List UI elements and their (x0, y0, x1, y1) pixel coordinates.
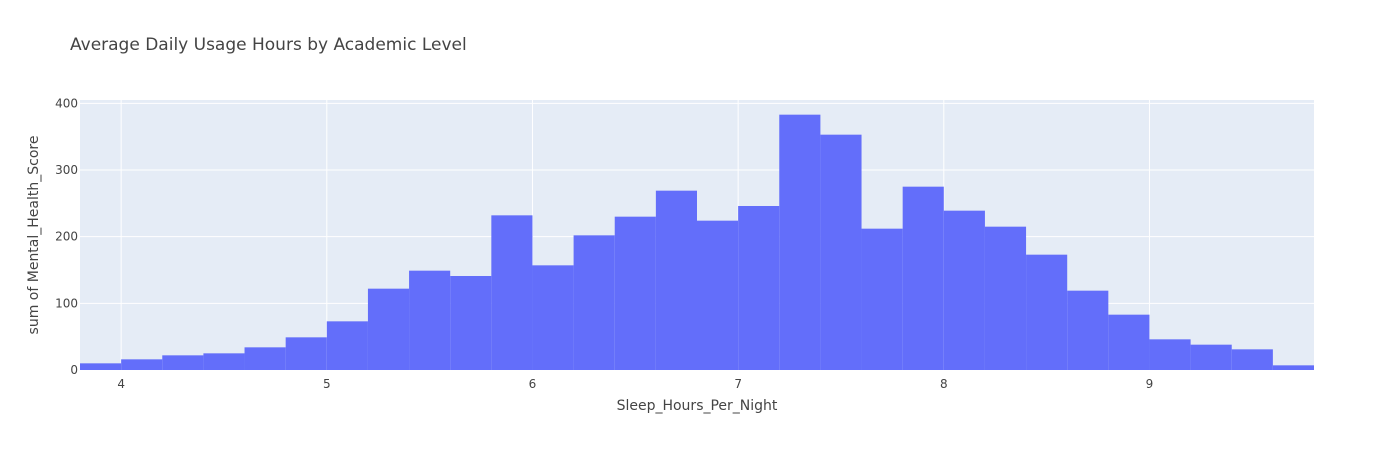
x-tick-label: 9 (1146, 377, 1154, 391)
histogram-bar (409, 270, 451, 370)
histogram-bar (697, 220, 739, 370)
histogram-bar (244, 347, 286, 370)
histogram-bar (1067, 290, 1109, 370)
histogram-bar (820, 134, 862, 370)
x-axis-ticks: 4 5 6 7 8 9 (117, 377, 1153, 391)
histogram-bar (861, 228, 903, 370)
chart-title: Average Daily Usage Hours by Academic Le… (70, 35, 467, 55)
histogram-bar (1231, 349, 1273, 370)
histogram-bar (738, 206, 780, 370)
histogram-bar (902, 186, 944, 370)
x-tick-label: 8 (940, 377, 948, 391)
y-tick-label: 400 (55, 96, 78, 110)
x-tick-label: 5 (323, 377, 331, 391)
histogram-bar (1026, 254, 1068, 370)
histogram-bar (121, 359, 163, 370)
histogram-bar (1272, 365, 1314, 370)
histogram-bar (1108, 314, 1150, 370)
histogram-bar (450, 276, 492, 370)
histogram-bar (943, 210, 985, 370)
histogram-bar (203, 353, 245, 370)
histogram-bar (614, 216, 656, 370)
histogram-bar (779, 114, 821, 371)
histogram-bar (1149, 339, 1191, 370)
x-axis-title: Sleep_Hours_Per_Night (617, 398, 778, 414)
histogram-bar (285, 337, 327, 370)
histogram-bar (326, 321, 368, 370)
histogram-bar (491, 215, 533, 370)
y-tick-label: 300 (55, 163, 78, 177)
histogram-bar (532, 265, 574, 370)
x-tick-label: 4 (117, 377, 125, 391)
histogram-bar (162, 355, 204, 370)
histogram-bar (80, 363, 122, 370)
bars (80, 114, 1314, 371)
y-tick-label: 100 (55, 296, 78, 310)
y-axis-ticks: 0 100 200 300 400 (55, 96, 78, 377)
y-tick-label: 200 (55, 230, 78, 244)
histogram-bar (367, 288, 410, 370)
x-tick-label: 6 (529, 377, 537, 391)
y-tick-label: 0 (70, 363, 78, 377)
histogram-bar (984, 226, 1027, 370)
histogram-bar (655, 190, 697, 370)
histogram-bar (573, 235, 615, 370)
y-axis-title: sum of Mental_Health_Score (26, 136, 42, 335)
x-tick-label: 7 (734, 377, 742, 391)
histogram-bar (1190, 344, 1232, 370)
